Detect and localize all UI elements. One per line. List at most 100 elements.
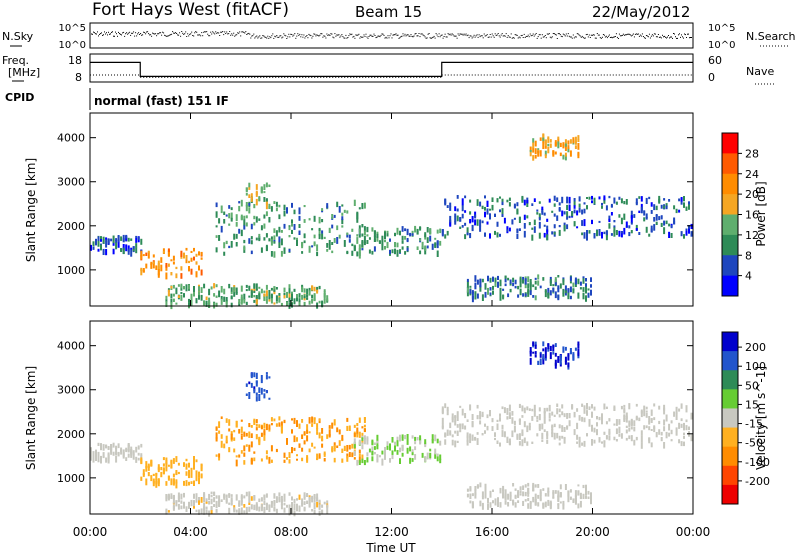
- range-cell: [598, 416, 601, 421]
- range-cell: [507, 293, 510, 298]
- range-cell: [523, 199, 526, 206]
- range-cell: [313, 293, 316, 300]
- range-cell: [567, 362, 570, 368]
- range-cell: [476, 432, 479, 435]
- noise-point: [349, 33, 351, 35]
- range-cell: [220, 205, 223, 211]
- range-cell: [571, 405, 574, 410]
- range-cell: [628, 403, 631, 410]
- range-cell: [250, 197, 253, 202]
- range-cell: [567, 490, 570, 497]
- range-cell: [546, 225, 549, 233]
- range-cell: [288, 296, 291, 301]
- range-cell: [313, 215, 316, 222]
- noise-point: [588, 34, 590, 36]
- range-cell: [660, 215, 663, 220]
- range-cell: [338, 429, 341, 435]
- noise-point: [474, 36, 476, 38]
- range-cell: [371, 250, 374, 255]
- range-cell: [449, 215, 452, 223]
- range-cell: [534, 493, 537, 499]
- range-cell: [346, 445, 349, 452]
- range-cell: [504, 275, 507, 279]
- range-cell: [524, 499, 527, 502]
- range-cell: [333, 238, 336, 243]
- range-cell: [107, 452, 110, 459]
- noise-point: [622, 33, 624, 35]
- x-tick-label: 00:00: [676, 525, 711, 539]
- range-cell: [255, 392, 258, 396]
- range-cell: [193, 481, 195, 486]
- noise-point: [284, 34, 286, 36]
- range-cell: [663, 426, 666, 432]
- range-cell: [618, 426, 621, 434]
- range-cell: [371, 446, 374, 454]
- range-cell: [358, 439, 361, 445]
- range-cell: [331, 446, 334, 451]
- range-cell: [188, 260, 190, 264]
- range-cell: [469, 404, 472, 408]
- range-cell: [620, 217, 623, 225]
- range-cell: [539, 353, 542, 358]
- noise-point: [240, 35, 242, 37]
- range-cell: [499, 289, 502, 297]
- range-cell: [446, 429, 449, 436]
- noise-point: [508, 36, 510, 38]
- noise-point: [626, 33, 628, 35]
- range-cell: [273, 239, 276, 243]
- range-cell: [668, 231, 671, 238]
- noise-point: [625, 34, 627, 36]
- range-cell: [564, 356, 567, 363]
- range-cell: [105, 240, 108, 248]
- range-cell: [541, 423, 544, 430]
- noise-point: [348, 35, 350, 37]
- range-cell: [424, 246, 427, 251]
- range-cell: [554, 291, 557, 299]
- range-cell: [356, 423, 359, 427]
- range-cell: [250, 496, 253, 501]
- range-cell: [512, 277, 515, 283]
- range-cell: [601, 417, 603, 425]
- range-cell: [336, 427, 339, 433]
- range-cell: [228, 428, 231, 432]
- noise-point: [147, 31, 149, 33]
- range-cell: [537, 360, 540, 365]
- range-cell: [145, 466, 148, 472]
- range-cell: [291, 302, 293, 308]
- cpid-text: normal (fast) 151 IF: [94, 94, 229, 108]
- range-cell: [308, 500, 311, 507]
- range-cell: [558, 424, 561, 429]
- noise-point: [476, 34, 478, 36]
- range-cell: [574, 279, 577, 285]
- range-cell: [298, 230, 301, 235]
- range-cell: [568, 413, 571, 419]
- range-cell: [547, 292, 550, 299]
- range-cell: [523, 223, 526, 229]
- range-cell: [487, 275, 489, 282]
- range-cell: [456, 414, 459, 421]
- noise-trace: [91, 31, 692, 39]
- range-cell: [551, 429, 554, 435]
- range-cell: [122, 234, 125, 242]
- range-cell: [562, 503, 565, 510]
- range-cell: [534, 140, 537, 147]
- range-cell: [363, 235, 366, 243]
- colorbar-swatch: [722, 133, 738, 154]
- range-cell: [623, 213, 626, 220]
- range-cell: [384, 231, 386, 235]
- range-cell: [351, 452, 354, 458]
- range-cell: [210, 498, 213, 505]
- range-cell: [112, 235, 115, 241]
- range-cell: [298, 505, 301, 512]
- range-cell: [593, 439, 596, 444]
- range-cell: [326, 504, 329, 509]
- range-cell: [185, 247, 188, 251]
- range-cell: [265, 182, 268, 188]
- range-cell: [298, 494, 301, 500]
- range-cell: [630, 215, 633, 219]
- range-cell: [122, 244, 125, 250]
- range-cell: [566, 196, 569, 204]
- range-cell: [479, 482, 482, 488]
- noise-point: [104, 31, 105, 33]
- range-cell: [486, 200, 489, 207]
